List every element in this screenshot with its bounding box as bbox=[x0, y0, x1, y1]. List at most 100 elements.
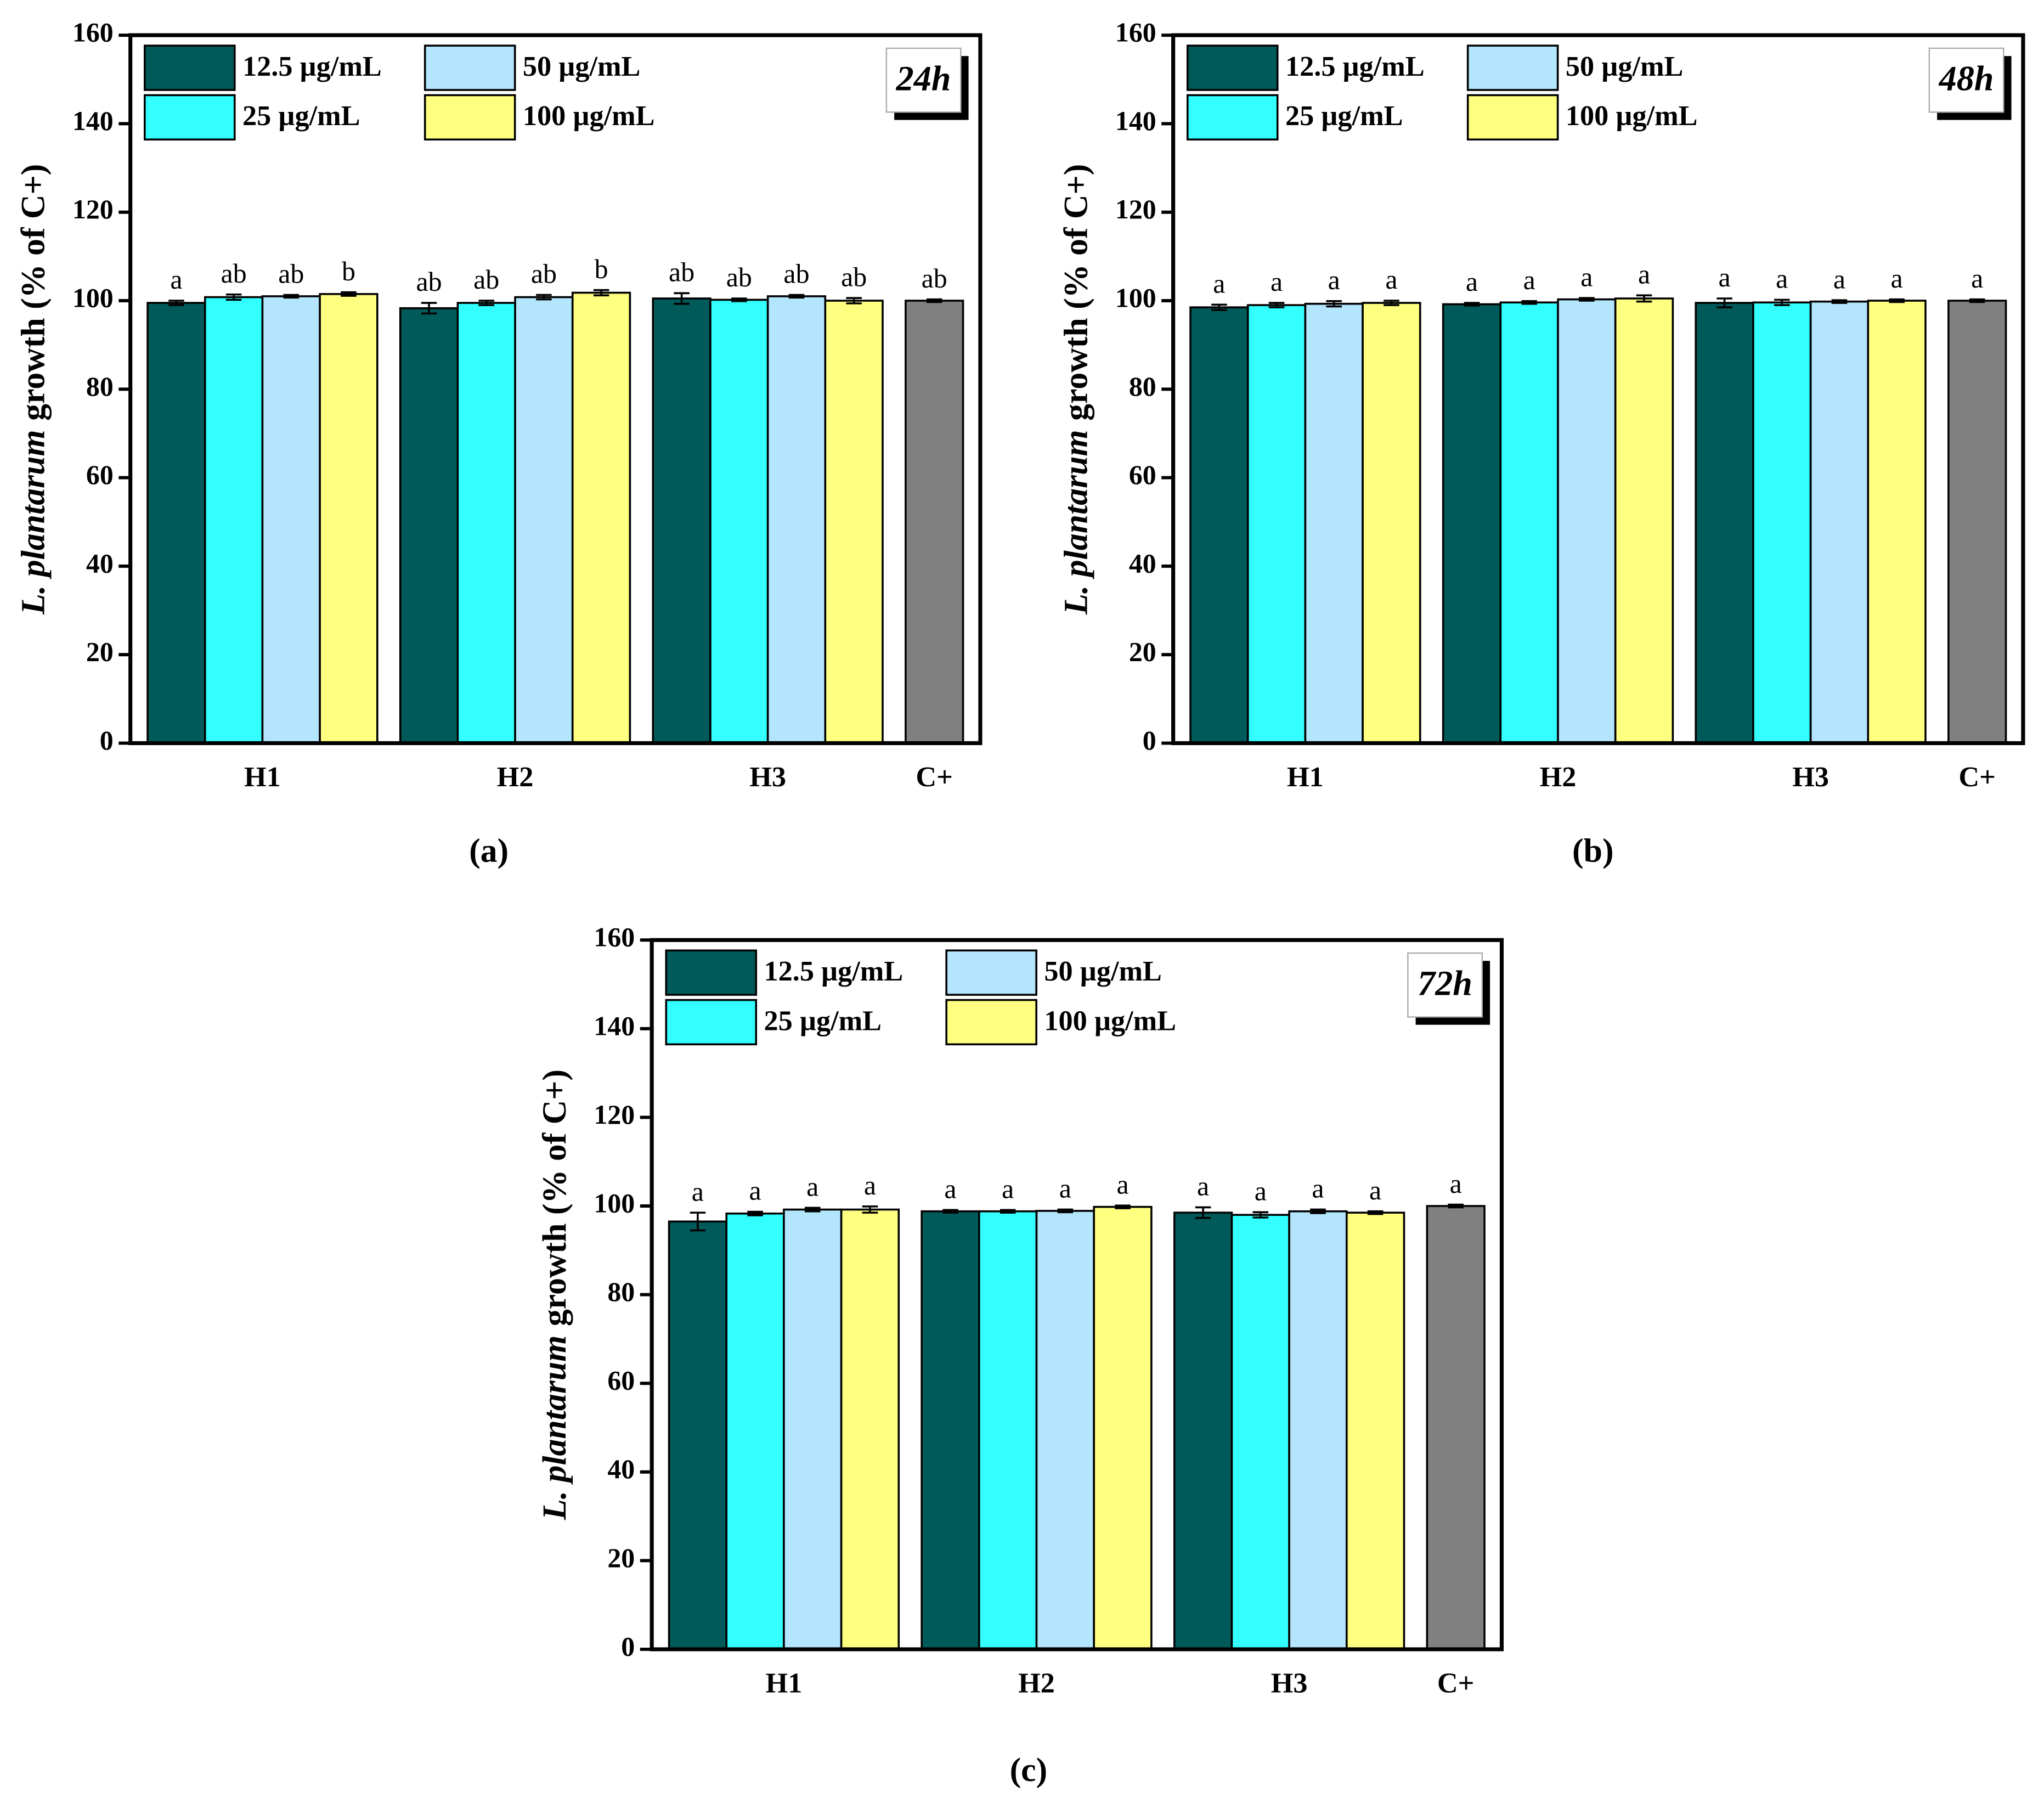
bar bbox=[1614, 297, 1674, 745]
error-bar bbox=[674, 292, 690, 305]
error-bar bbox=[283, 294, 300, 299]
x-tick-label: H3 bbox=[749, 761, 786, 793]
y-tick-label: 140 bbox=[72, 106, 114, 136]
error-bar bbox=[846, 297, 862, 305]
bar bbox=[1189, 306, 1249, 745]
time-label: 72h bbox=[1418, 964, 1472, 1003]
significance-letter: a bbox=[1466, 267, 1478, 297]
bar bbox=[319, 293, 379, 745]
significance-letter: a bbox=[806, 1171, 818, 1202]
bar bbox=[1035, 1210, 1095, 1650]
bar bbox=[571, 291, 631, 745]
significance-letter: a bbox=[864, 1170, 876, 1201]
legend-swatch bbox=[1466, 44, 1559, 91]
significance-letter: a bbox=[1971, 263, 1983, 294]
y-tick-label: 120 bbox=[594, 1100, 635, 1130]
error-bar bbox=[731, 297, 747, 302]
legend-swatch bbox=[1186, 94, 1279, 141]
bar bbox=[1304, 302, 1364, 745]
bar bbox=[1426, 1205, 1486, 1650]
bar bbox=[514, 296, 574, 745]
bar bbox=[766, 295, 827, 745]
error-bar bbox=[593, 289, 609, 297]
x-tick-label: H3 bbox=[1792, 761, 1829, 793]
y-tick-label: 120 bbox=[72, 194, 114, 224]
legend-swatch bbox=[424, 44, 516, 91]
bar bbox=[146, 302, 206, 745]
plot-frame bbox=[1171, 33, 2025, 746]
x-tick-label: H1 bbox=[766, 1667, 803, 1699]
significance-letter: a bbox=[1312, 1174, 1324, 1204]
bar bbox=[1093, 1205, 1153, 1650]
bar bbox=[1557, 298, 1617, 745]
bar bbox=[1288, 1210, 1348, 1650]
bar bbox=[1346, 1211, 1405, 1650]
error-bar bbox=[1310, 1208, 1326, 1214]
significance-letter: ab bbox=[922, 263, 947, 294]
bar bbox=[204, 296, 264, 745]
error-bar bbox=[1969, 298, 1985, 303]
y-tick-label: 160 bbox=[72, 18, 114, 48]
error-bar bbox=[1115, 1204, 1131, 1209]
y-axis-label-italic: L. plantarum bbox=[536, 1335, 573, 1520]
y-axis-label: L. plantarum growth (% of C+) bbox=[1058, 164, 1095, 615]
significance-letter: a bbox=[1580, 262, 1593, 292]
bar bbox=[905, 300, 964, 745]
error-bar bbox=[1774, 298, 1790, 306]
significance-letter: ab bbox=[531, 259, 557, 289]
error-bar bbox=[1057, 1208, 1074, 1214]
bar bbox=[709, 298, 769, 745]
legend-swatch bbox=[1186, 44, 1279, 91]
y-tick-label: 100 bbox=[72, 283, 114, 313]
bar bbox=[1230, 1214, 1290, 1650]
bar bbox=[840, 1208, 900, 1650]
y-tick-label: 140 bbox=[594, 1011, 635, 1041]
y-tick-label: 0 bbox=[621, 1631, 635, 1661]
bar bbox=[1809, 300, 1870, 745]
bar bbox=[1173, 1211, 1233, 1650]
significance-letter: a bbox=[1197, 1171, 1209, 1202]
legend-swatch bbox=[945, 999, 1037, 1046]
significance-letter: ab bbox=[669, 257, 694, 287]
error-bar bbox=[1367, 1210, 1384, 1215]
x-tick-label: H3 bbox=[1271, 1667, 1308, 1699]
y-tick-label: 40 bbox=[607, 1454, 635, 1484]
error-bar bbox=[1000, 1209, 1016, 1214]
legend-label: 25 µg/mL bbox=[764, 1005, 882, 1036]
time-label-box bbox=[885, 47, 962, 113]
y-tick-label: 20 bbox=[607, 1543, 635, 1573]
significance-letter: a bbox=[1523, 265, 1535, 295]
bar bbox=[921, 1210, 980, 1650]
time-label: 24h bbox=[896, 59, 951, 98]
error-bar bbox=[1211, 303, 1227, 311]
significance-letter: a bbox=[1116, 1169, 1128, 1199]
y-axis-label-rest: growth (% of C+) bbox=[15, 164, 52, 421]
error-bar bbox=[747, 1210, 763, 1216]
x-tick-label: H1 bbox=[1287, 761, 1324, 793]
significance-letter: ab bbox=[726, 262, 752, 292]
significance-letter: a bbox=[170, 264, 182, 295]
error-bar bbox=[1579, 297, 1595, 302]
y-tick-label: 0 bbox=[100, 725, 114, 756]
plot-frame bbox=[650, 938, 1504, 1652]
error-bar bbox=[942, 1209, 958, 1214]
bar bbox=[1362, 302, 1421, 745]
x-tick-label: H1 bbox=[244, 761, 281, 793]
error-bar bbox=[478, 300, 494, 306]
legend-swatch bbox=[144, 44, 236, 91]
y-tick-label: 80 bbox=[1129, 371, 1156, 402]
error-bar bbox=[1252, 1211, 1269, 1219]
legend-label: 25 µg/mL bbox=[242, 100, 360, 132]
significance-letter: ab bbox=[473, 264, 499, 295]
legend-swatch bbox=[144, 94, 236, 141]
y-axis-label-rest: growth (% of C+) bbox=[1058, 164, 1095, 421]
significance-letter: a bbox=[1385, 264, 1397, 295]
bar bbox=[652, 297, 712, 745]
y-tick-label: 160 bbox=[594, 922, 635, 953]
significance-letter: a bbox=[1213, 268, 1225, 298]
y-tick-label: 60 bbox=[86, 460, 114, 490]
legend-label: 50 µg/mL bbox=[523, 50, 641, 82]
bar bbox=[1246, 304, 1307, 745]
significance-letter: a bbox=[1776, 264, 1788, 294]
